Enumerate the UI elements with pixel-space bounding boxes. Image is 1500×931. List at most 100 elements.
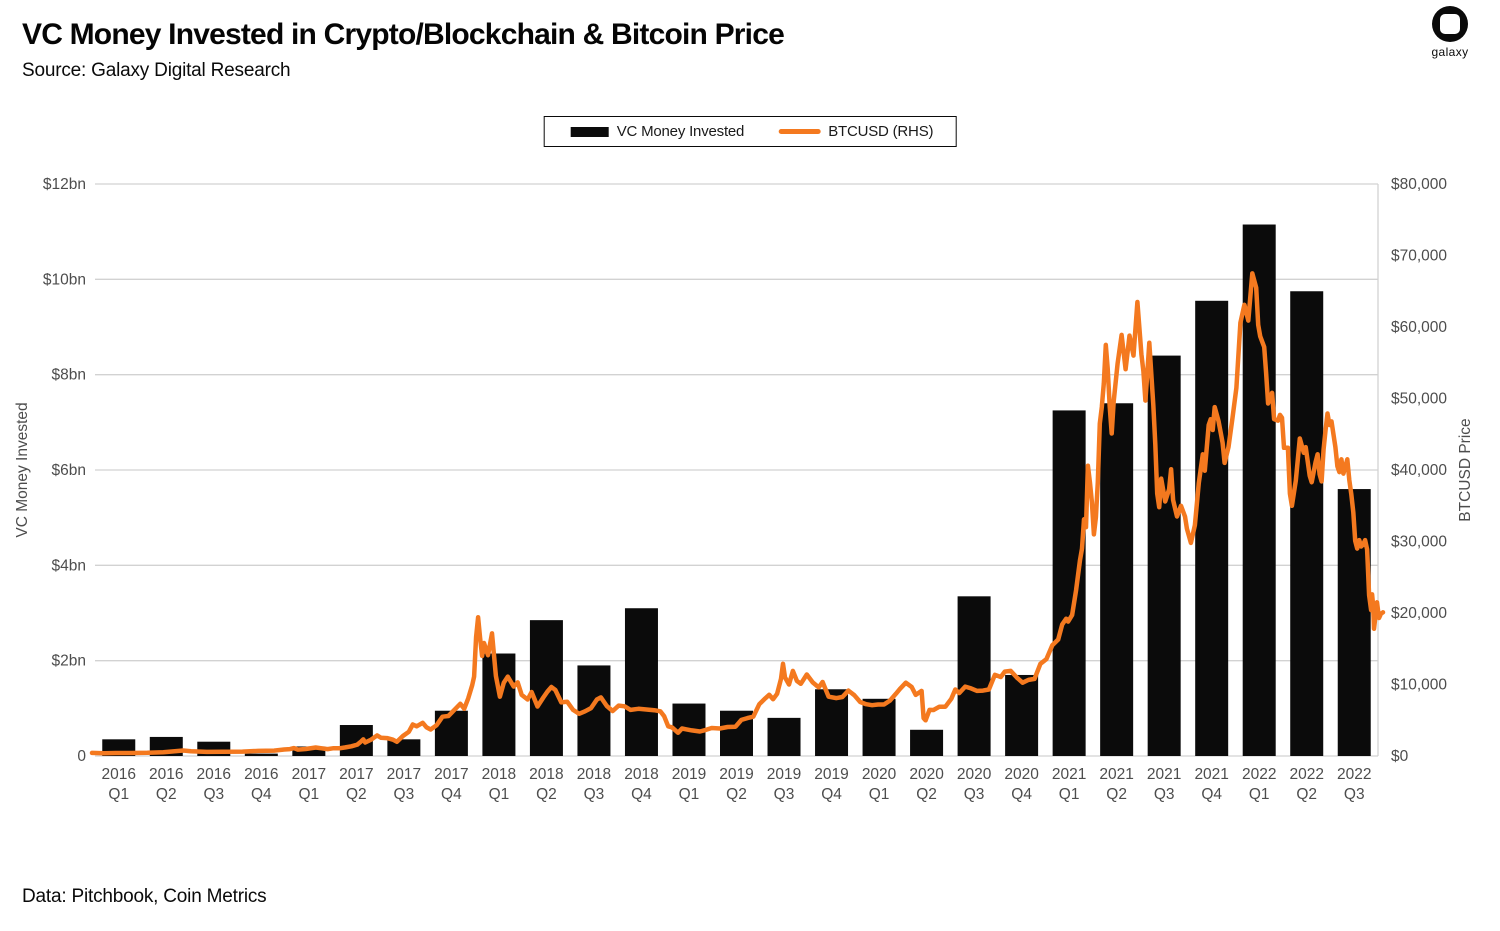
bar-2018-Q2	[529, 620, 563, 756]
x-axis-tick-year: 2016	[244, 766, 278, 783]
x-axis-tick-year: 2020	[957, 766, 992, 783]
x-axis-tick-quarter: Q4	[441, 786, 462, 803]
x-axis-tick-year: 2019	[719, 766, 753, 783]
x-axis-tick-quarter: Q4	[1201, 786, 1222, 803]
x-axis-tick-year: 2019	[672, 766, 706, 783]
right-axis-title: BTCUSD Price	[1457, 418, 1474, 521]
x-axis-tick-year: 2022	[1242, 766, 1276, 783]
x-axis-tick-quarter: Q2	[726, 786, 747, 803]
legend-label-btcusd: BTCUSD (RHS)	[828, 123, 934, 140]
galaxy-logo-word: galaxy	[1431, 45, 1469, 59]
data-attribution: Data: Pitchbook, Coin Metrics	[22, 886, 267, 907]
x-axis-tick-year: 2016	[149, 766, 183, 783]
bar-2018-Q4	[624, 608, 658, 756]
left-axis-tick-label: $4bn	[52, 557, 86, 574]
page-title: VC Money Invested in Crypto/Blockchain &…	[22, 18, 785, 51]
legend-label-vc-money: VC Money Invested	[616, 123, 745, 140]
x-axis-tick-quarter: Q3	[1154, 786, 1175, 803]
bar-2021-Q2	[1100, 403, 1134, 756]
legend-item-btcusd: BTCUSD (RHS)	[778, 123, 934, 140]
x-axis-tick-year: 2021	[1099, 766, 1133, 783]
x-axis-tick-quarter: Q4	[821, 786, 842, 803]
right-axis-tick-label: $80,000	[1391, 176, 1447, 193]
x-axis-tick-year: 2021	[1052, 766, 1086, 783]
right-axis-tick-label: $10,000	[1391, 677, 1447, 694]
bar-2020-Q2	[910, 729, 944, 756]
legend-swatch-bar	[570, 126, 609, 137]
bar-2019-Q3	[767, 717, 801, 756]
bar-2020-Q3	[957, 596, 991, 756]
x-axis-tick-quarter: Q1	[298, 786, 319, 803]
galaxy-logo-icon	[1432, 6, 1468, 42]
bar-2019-Q4	[815, 689, 849, 756]
x-axis-tick-quarter: Q1	[1249, 786, 1270, 803]
legend-item-vc-money: VC Money Invested	[570, 123, 745, 140]
x-axis-tick-year: 2020	[909, 766, 944, 783]
x-axis-tick-year: 2020	[1004, 766, 1039, 783]
x-axis-tick-quarter: Q2	[156, 786, 177, 803]
right-axis-tick-label: $40,000	[1391, 462, 1447, 479]
x-axis-tick-quarter: Q4	[251, 786, 272, 803]
x-axis-tick-quarter: Q1	[1059, 786, 1080, 803]
x-axis-tick-year: 2017	[339, 766, 373, 783]
right-axis-tick-label: $30,000	[1391, 534, 1447, 551]
x-axis-tick-quarter: Q2	[1106, 786, 1127, 803]
bar-2021-Q1	[1052, 410, 1086, 756]
right-axis-tick-label: $0	[1391, 748, 1409, 765]
x-axis-tick-quarter: Q1	[679, 786, 700, 803]
x-axis-tick-year: 2019	[767, 766, 801, 783]
x-axis-tick-quarter: Q2	[536, 786, 557, 803]
x-axis-tick-year: 2019	[814, 766, 848, 783]
x-axis-tick-quarter: Q4	[1011, 786, 1032, 803]
x-axis-tick-quarter: Q3	[203, 786, 224, 803]
bar-2018-Q1	[482, 653, 516, 756]
x-axis-tick-quarter: Q2	[916, 786, 937, 803]
left-axis-tick-label: 0	[77, 748, 86, 765]
bar-2017-Q1	[292, 746, 326, 756]
legend-swatch-line	[778, 129, 821, 134]
x-axis-tick-year: 2016	[102, 766, 136, 783]
x-axis-tick-year: 2021	[1147, 766, 1181, 783]
left-axis-title: VC Money Invested	[14, 402, 31, 537]
x-axis-tick-year: 2022	[1337, 766, 1371, 783]
galaxy-logo: galaxy	[1414, 6, 1486, 59]
x-axis-tick-quarter: Q3	[394, 786, 415, 803]
x-axis-tick-year: 2017	[434, 766, 468, 783]
x-axis-tick-year: 2017	[387, 766, 421, 783]
x-axis-tick-year: 2020	[862, 766, 897, 783]
x-axis-tick-year: 2018	[577, 766, 611, 783]
right-axis-tick-label: $20,000	[1391, 605, 1447, 622]
left-axis-tick-label: $12bn	[43, 176, 86, 193]
x-axis-tick-year: 2018	[529, 766, 563, 783]
x-axis-tick-year: 2018	[624, 766, 658, 783]
x-axis-tick-quarter: Q4	[631, 786, 652, 803]
x-axis-tick-quarter: Q1	[869, 786, 890, 803]
x-axis-tick-year: 2017	[292, 766, 326, 783]
x-axis-tick-quarter: Q3	[1344, 786, 1365, 803]
left-axis-tick-label: $10bn	[43, 271, 86, 288]
right-axis-tick-label: $50,000	[1391, 391, 1447, 408]
x-axis-tick-quarter: Q1	[108, 786, 129, 803]
bar-2022-Q2	[1290, 291, 1324, 756]
right-axis-tick-label: $70,000	[1391, 248, 1447, 265]
bar-2016-Q4	[244, 753, 278, 756]
page-subtitle: Source: Galaxy Digital Research	[22, 60, 291, 81]
x-axis-tick-year: 2021	[1194, 766, 1228, 783]
left-axis-tick-label: $6bn	[52, 462, 86, 479]
x-axis-tick-year: 2016	[197, 766, 231, 783]
bar-2020-Q4	[1005, 674, 1039, 756]
btcusd-line	[89, 271, 1386, 756]
x-axis-tick-quarter: Q3	[964, 786, 985, 803]
right-axis-tick-label: $60,000	[1391, 319, 1447, 336]
chart-legend: VC Money Invested BTCUSD (RHS)	[543, 116, 957, 147]
x-axis-tick-quarter: Q2	[1296, 786, 1317, 803]
x-axis-tick-year: 2022	[1289, 766, 1323, 783]
x-axis-tick-quarter: Q3	[774, 786, 795, 803]
x-axis-tick-quarter: Q2	[346, 786, 367, 803]
bar-2021-Q4	[1195, 300, 1229, 756]
left-axis-tick-label: $8bn	[52, 367, 86, 384]
bar-2020-Q1	[862, 698, 896, 756]
x-axis-tick-quarter: Q1	[489, 786, 510, 803]
